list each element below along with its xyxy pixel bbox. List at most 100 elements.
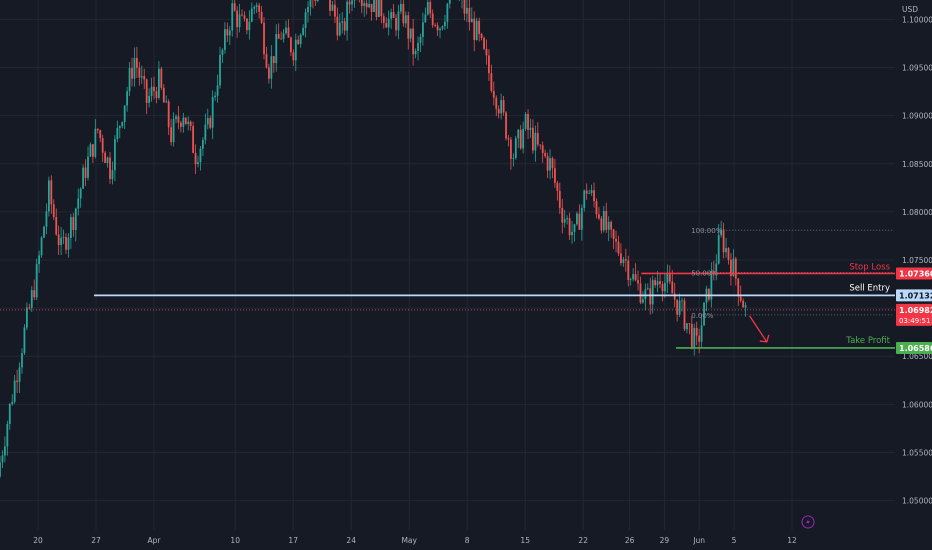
candle-body — [343, 21, 346, 31]
candle-body — [84, 167, 87, 178]
candle-body — [13, 380, 16, 402]
candle-body — [622, 259, 625, 264]
candle-body — [695, 327, 698, 336]
time-axis[interactable]: 20 27 Apr 10 17 24 May 8 15 22 26 29 Jun 5 12 — [33, 536, 797, 545]
candle-body — [314, 0, 317, 2]
candle-body — [678, 300, 681, 315]
candle-body — [287, 27, 290, 38]
fib-50-label: 50.00% — [691, 270, 718, 278]
candle-body — [441, 26, 444, 29]
candle-body — [133, 57, 136, 79]
candle-body — [588, 192, 591, 194]
candle-body — [717, 235, 720, 264]
candle-body — [558, 190, 561, 208]
candle-body — [725, 248, 727, 253]
candle-body — [693, 327, 696, 348]
candle-body — [497, 108, 500, 114]
candle-body — [277, 34, 280, 39]
candle-body — [338, 22, 341, 36]
time-tick-label: May — [401, 536, 417, 545]
current-price-tag — [896, 303, 932, 326]
candle-body — [297, 39, 300, 44]
candle-body — [683, 300, 686, 330]
price-tick-label: 1.05500 — [902, 448, 932, 457]
candle-body — [617, 241, 620, 254]
candle-body — [431, 13, 434, 26]
candlesticks — [0, 0, 747, 478]
candle-body — [468, 7, 471, 23]
candle-body — [488, 55, 490, 74]
candle-body — [734, 258, 737, 279]
candle-body — [571, 231, 573, 236]
candle-body — [40, 237, 43, 256]
candle-body — [89, 144, 92, 157]
candle-body — [539, 144, 542, 146]
candle-body — [598, 214, 600, 219]
candle-body — [681, 300, 683, 302]
candle-body — [346, 1, 349, 31]
candle-body — [116, 128, 119, 140]
candle-body — [33, 290, 36, 298]
candle-body — [16, 380, 19, 382]
candle-body — [238, 14, 241, 28]
sell-entry-price-tag — [896, 289, 932, 302]
candle-body — [664, 282, 666, 292]
candle-body — [131, 68, 133, 79]
candle-body — [466, 7, 468, 14]
candle-body — [28, 307, 31, 309]
candle-body — [624, 259, 627, 261]
price-tick-label: 1.10000 — [902, 15, 932, 24]
candle-body — [96, 128, 99, 131]
candle-body — [104, 152, 107, 163]
candle-body — [309, 0, 312, 8]
candle-body — [45, 211, 48, 227]
bar-countdown: 03:49:51 — [899, 317, 930, 325]
candle-body — [150, 86, 153, 96]
candle-body — [546, 156, 549, 171]
candle-body — [282, 33, 285, 39]
candle-body — [448, 0, 451, 4]
candle-body — [216, 85, 219, 96]
candle-body — [18, 367, 21, 382]
candle-body — [478, 20, 481, 34]
candle-body — [241, 14, 243, 16]
candle-body — [157, 68, 160, 98]
candle-body — [602, 211, 605, 231]
candle-body — [197, 162, 199, 165]
candle-body — [700, 325, 703, 342]
candle-body — [524, 113, 527, 129]
price-axis[interactable]: USD 1.10000 1.09500 1.09000 1.08500 1.08000 1… — [902, 5, 932, 506]
candle-body — [463, 0, 466, 14]
lightning-icon[interactable] — [801, 515, 815, 529]
candle-body — [436, 25, 439, 31]
candle-body — [243, 15, 246, 19]
candle-body — [607, 221, 610, 230]
time-tick-label: 24 — [346, 536, 356, 545]
time-tick-label: 17 — [288, 536, 298, 545]
candle-body — [165, 101, 168, 103]
time-tick-label: 10 — [230, 536, 240, 545]
candle-body — [532, 127, 534, 151]
candle-body — [434, 25, 437, 26]
time-tick-label: 5 — [732, 536, 737, 545]
down-arrow-icon — [749, 315, 770, 343]
candle-body — [199, 148, 202, 163]
candle-body — [519, 129, 522, 149]
candle-body — [336, 16, 339, 36]
candle-body — [272, 56, 275, 64]
candle-body — [566, 218, 569, 220]
candle-body — [67, 237, 70, 250]
candle-body — [517, 129, 520, 139]
candle-body — [527, 113, 529, 130]
candle-body — [610, 221, 613, 230]
candle-body — [91, 144, 94, 157]
candle-body — [668, 274, 671, 282]
candle-body — [632, 274, 635, 280]
candle-body — [605, 211, 608, 230]
candle-body — [730, 259, 732, 277]
candle-body — [600, 218, 603, 231]
candle-body — [446, 3, 449, 22]
candle-body — [385, 22, 388, 28]
candle-body — [534, 132, 537, 151]
